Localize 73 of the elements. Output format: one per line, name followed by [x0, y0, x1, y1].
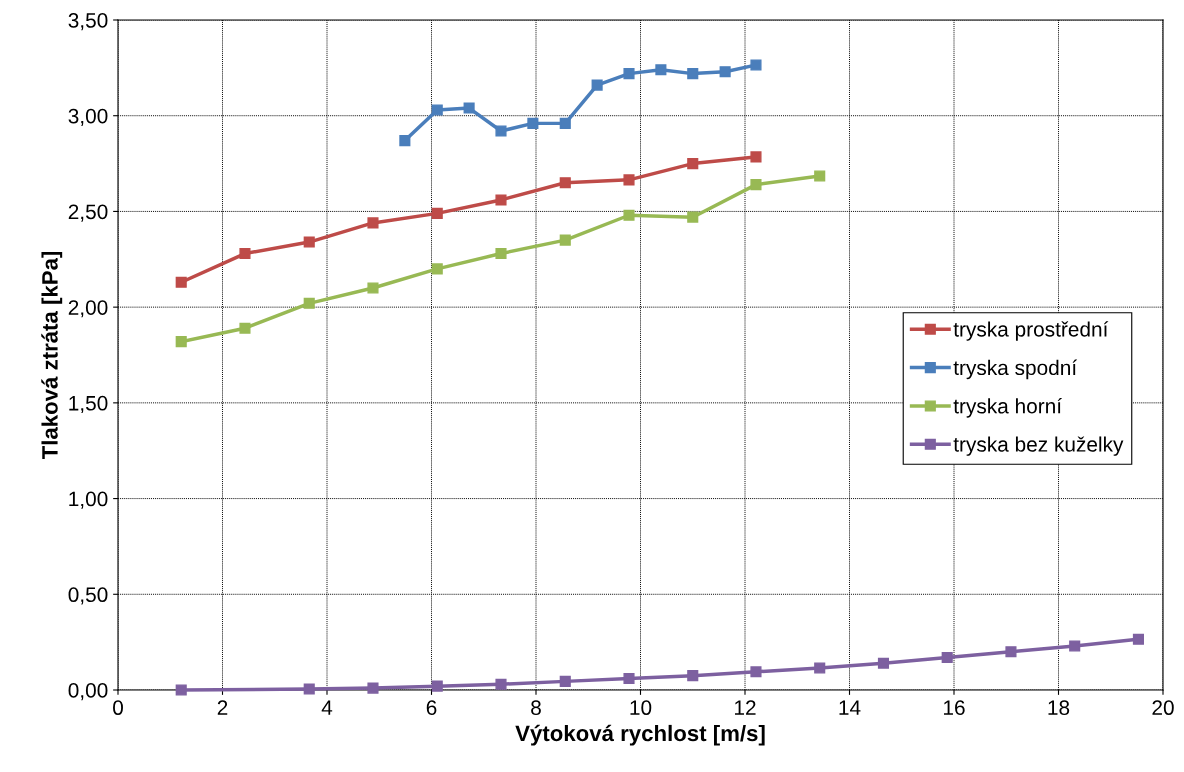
- point: [559, 117, 571, 129]
- point: [814, 170, 826, 182]
- legend-label: tryska horní: [953, 397, 1062, 418]
- y-tick-label: 2,00: [68, 300, 108, 318]
- point: [239, 247, 251, 260]
- point: [431, 207, 443, 219]
- point: [687, 158, 699, 170]
- x-tick-label: 12: [735, 700, 756, 715]
- y-tick-label: 1,00: [69, 491, 108, 509]
- point: [559, 177, 571, 189]
- point: [495, 678, 507, 690]
- x-tick-label: 16: [944, 700, 965, 716]
- point: [1005, 646, 1017, 658]
- point: [303, 683, 315, 695]
- x-tick-label: 14: [839, 700, 861, 715]
- point: [655, 64, 667, 76]
- legend-label: tryska prostřední: [953, 321, 1109, 341]
- point: [303, 236, 315, 248]
- point: [750, 666, 762, 678]
- point: [750, 179, 762, 191]
- point: [750, 59, 762, 71]
- point: [687, 68, 699, 80]
- legend-label: tryska spodní: [953, 359, 1078, 380]
- y-tick-label: 3,50: [68, 13, 108, 31]
- point: [1069, 640, 1081, 652]
- point: [367, 217, 379, 229]
- x-tick-label: 10: [630, 700, 652, 716]
- y-tick-label: 0,50: [68, 587, 108, 605]
- x-tick-label: 6: [426, 700, 437, 716]
- point: [591, 79, 603, 91]
- point: [750, 151, 762, 163]
- point: [623, 68, 635, 80]
- point: [399, 135, 411, 147]
- x-tick-label: 2: [217, 700, 228, 715]
- legend-label: tryska bez kuželky: [953, 436, 1124, 456]
- point: [431, 263, 443, 275]
- y-tick-label: 2,50: [68, 204, 108, 222]
- point: [559, 234, 571, 246]
- point: [623, 672, 635, 685]
- point: [495, 247, 507, 260]
- point: [431, 104, 443, 116]
- x-tick-label: 0: [113, 700, 123, 716]
- point: [559, 675, 571, 687]
- x-tick-label: 18: [1048, 700, 1070, 716]
- x-tick-label: 4: [321, 700, 333, 715]
- y-axis-title: Tlaková ztráta [kPa]: [41, 251, 63, 460]
- point: [303, 297, 315, 309]
- point: [877, 657, 890, 669]
- point: [431, 680, 443, 692]
- point: [941, 651, 953, 664]
- point: [623, 209, 635, 221]
- point: [719, 66, 731, 78]
- point: [687, 670, 699, 682]
- point: [687, 211, 699, 223]
- point: [495, 125, 507, 137]
- y-tick-label: 0,00: [68, 683, 108, 701]
- x-tick-label: 20: [1152, 700, 1174, 716]
- point: [239, 322, 251, 334]
- point: [527, 117, 539, 129]
- x-axis-title: Výtoková rychlost [m/s]: [515, 724, 765, 746]
- point: [623, 174, 635, 186]
- point: [367, 682, 379, 694]
- y-tick-label: 1,50: [69, 395, 108, 414]
- point: [367, 282, 379, 294]
- point: [1132, 633, 1144, 645]
- point: [175, 276, 187, 288]
- point: [495, 194, 507, 206]
- point: [175, 336, 187, 348]
- point: [463, 102, 475, 114]
- x-tick-label: 8: [531, 700, 541, 716]
- y-tick-label: 3,00: [68, 108, 108, 126]
- point: [814, 662, 826, 674]
- point: [175, 684, 187, 696]
